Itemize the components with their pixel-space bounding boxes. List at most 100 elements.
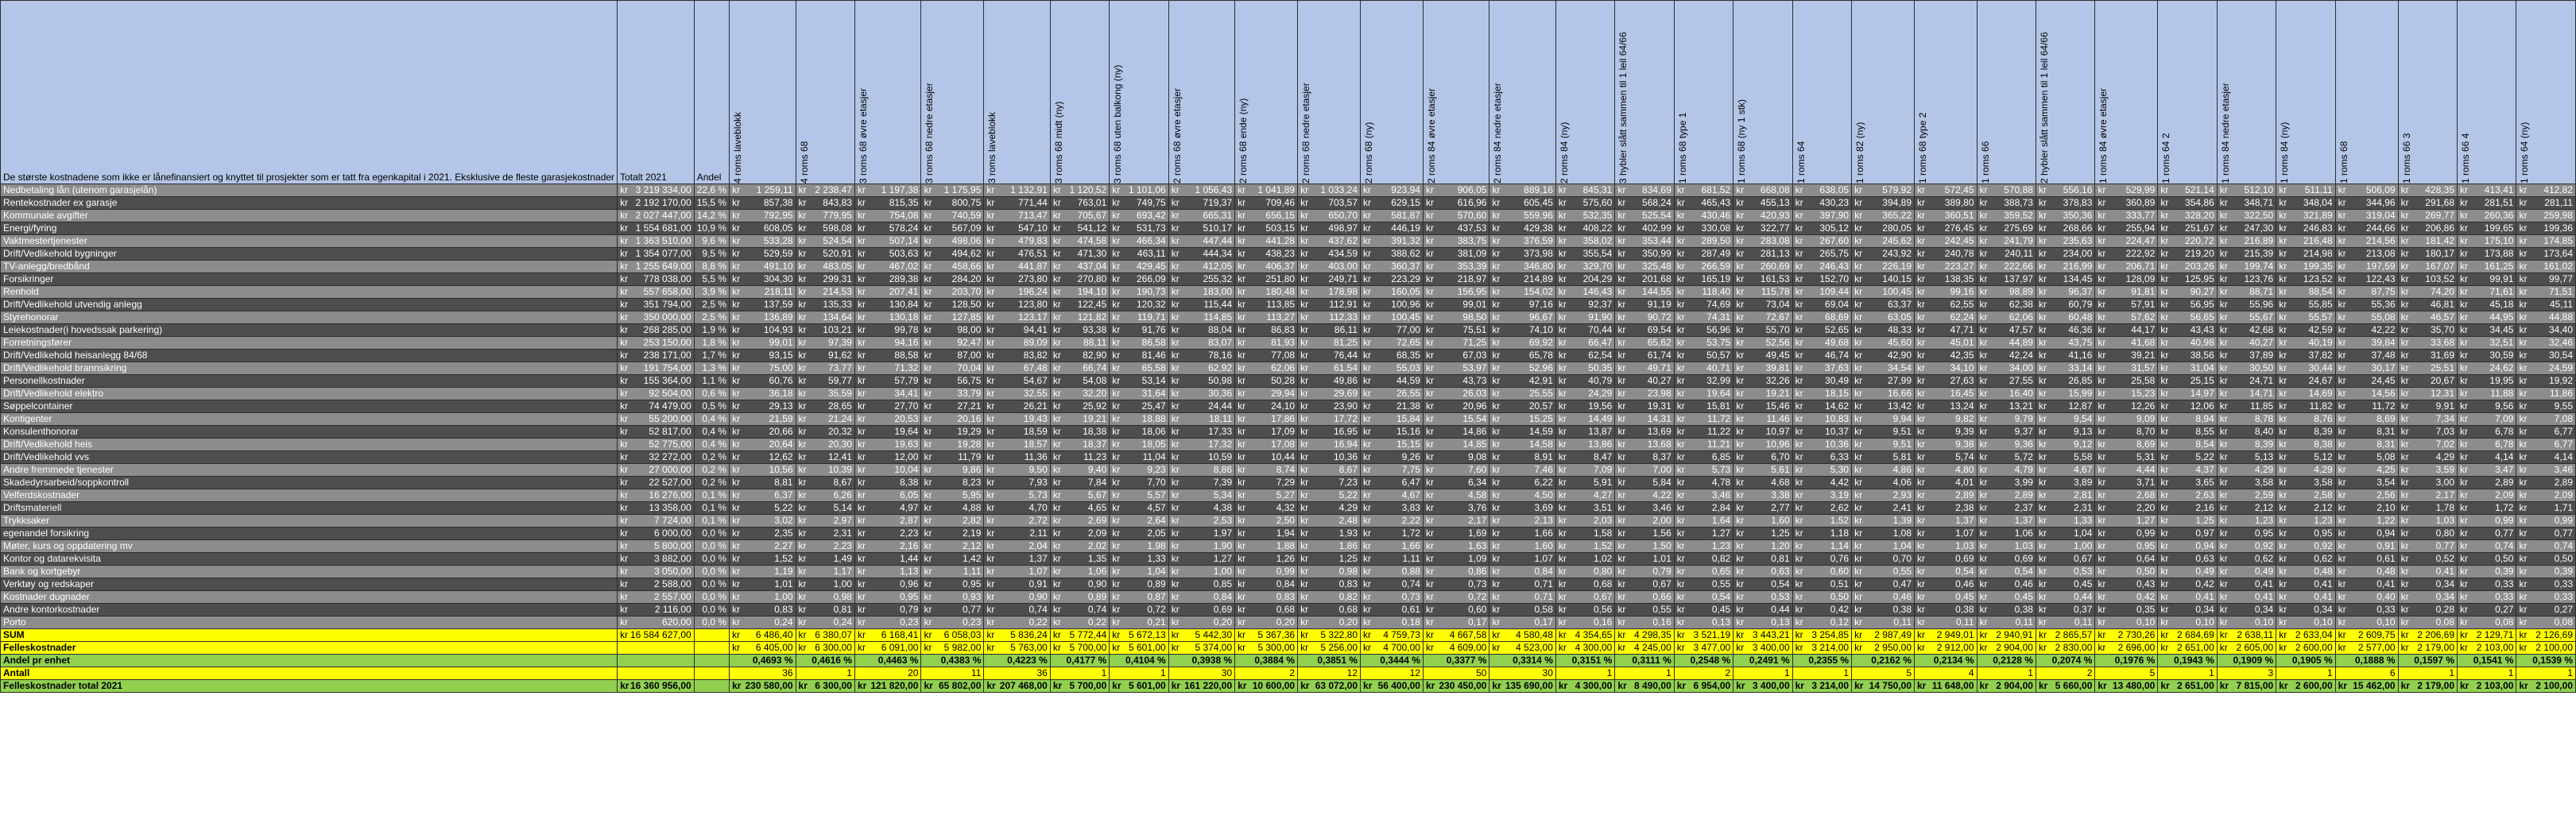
amount: 0,54 — [2014, 566, 2033, 578]
amount: 183,00 — [1203, 286, 1233, 298]
value-cell: kr 15,54 — [1422, 412, 1490, 426]
amount: 4,50 — [1534, 489, 1553, 501]
currency-label: kr — [986, 426, 995, 438]
amount: 1,66 — [1401, 540, 1420, 552]
value-cell: kr 1,08 — [1851, 527, 1915, 540]
currency-label: kr — [1238, 629, 1246, 641]
unit-header-label: 1 roms 66 3 — [2400, 133, 2412, 184]
amount: 3,71 — [2136, 477, 2156, 489]
currency-label: kr — [1112, 489, 1121, 501]
value-cell: kr 0,45 — [2035, 578, 2096, 591]
value-cell: kr 7,09 — [2456, 412, 2517, 426]
currency-label: kr — [1917, 375, 1925, 387]
currency-label: kr — [2279, 261, 2287, 272]
value-cell: kr 18,15 — [1792, 387, 1853, 400]
amount: 35,59 — [827, 388, 852, 400]
row-label: Andel pr enhet — [0, 654, 618, 667]
currency-label: kr — [2338, 375, 2346, 387]
value-cell: kr 36,18 — [729, 387, 796, 400]
amount: 199,65 — [2484, 222, 2514, 234]
unit-header: 3 hybler slått sammen til 1 leil 64/66 — [1614, 0, 1675, 184]
currency-label: kr — [1795, 616, 1803, 628]
currency-label: kr — [732, 616, 741, 628]
amount: 4,67 — [2074, 464, 2093, 476]
currency-label: kr — [1917, 299, 1925, 311]
currency-label: kr — [1617, 362, 1626, 374]
value-cell: kr 276,45 — [1914, 222, 1978, 235]
value-cell: kr 381,09 — [1422, 247, 1490, 261]
value-cell: 0,4383 % — [920, 654, 985, 667]
row-label: TV-anlegg/bredbånd — [0, 260, 618, 273]
row-label: Trykksaker — [0, 514, 618, 528]
summary-row-andel: Andel pr enhet 0,4693 % 0,4616 % 0,4463 % 0,… — [0, 654, 2576, 667]
amount: 3 214,00 — [1811, 642, 1850, 654]
amount: 778 038,00 — [643, 273, 691, 285]
currency-label: kr — [1676, 324, 1685, 336]
amount: 31,57 — [2131, 362, 2156, 374]
value-cell: kr 3,65 — [2157, 476, 2218, 489]
amount: 72,65 — [1396, 337, 1420, 349]
value-cell: kr 5,22 — [2157, 450, 2218, 464]
currency-label: kr — [2400, 616, 2409, 628]
value-cell: kr 1 120,52 — [1049, 184, 1110, 197]
amount: 5 367,36 — [1257, 629, 1296, 641]
amount: 240,11 — [2005, 248, 2033, 260]
amount: 90,72 — [1647, 311, 1671, 323]
currency-label: kr — [2338, 235, 2346, 247]
currency-label: kr — [1238, 489, 1246, 501]
value-cell: kr 0,11 — [1976, 616, 2036, 629]
value-cell: kr 581,87 — [1360, 209, 1424, 222]
currency-label: kr — [2519, 235, 2528, 247]
amount: 230 450,00 — [1439, 680, 1487, 692]
currency-label: kr — [620, 464, 629, 476]
value-cell: kr 857,38 — [729, 196, 796, 210]
value-cell: kr 3,76 — [1422, 501, 1490, 515]
value-cell: kr 0,22 — [1049, 616, 1110, 629]
currency-label: kr — [1052, 566, 1061, 578]
value-cell: kr 4,38 — [1168, 501, 1236, 515]
value-cell: kr 0,34 — [2276, 603, 2336, 616]
currency-label: kr — [798, 362, 807, 374]
value-cell: kr 406,37 — [1234, 260, 1299, 273]
currency-label: kr — [1052, 197, 1061, 209]
currency-label: kr — [620, 286, 629, 298]
value-cell: kr 32,46 — [2516, 336, 2576, 350]
currency-label: kr — [2338, 489, 2346, 501]
currency-label: kr — [1854, 375, 1863, 387]
amount: 270,80 — [1077, 273, 1107, 285]
amount: 12,00 — [894, 451, 919, 463]
value-cell: kr 0,64 — [2094, 552, 2159, 566]
currency-label: kr — [2460, 578, 2468, 590]
amount: 24,59 — [2548, 362, 2573, 374]
value-cell: 36 — [983, 667, 1051, 680]
value-cell: 2 — [1234, 667, 1299, 680]
value-cell: kr 32,55 — [983, 387, 1051, 400]
amount: 749,75 — [1137, 197, 1166, 209]
currency-label: kr — [2219, 464, 2228, 476]
value-cell: kr 4,29 — [1297, 501, 1362, 515]
currency-label: kr — [2338, 350, 2346, 361]
value-cell: 0,3851 % — [1297, 654, 1362, 667]
amount: 1,06 — [2014, 528, 2033, 539]
value-cell: kr 4,88 — [920, 501, 985, 515]
amount: 196,24 — [1018, 286, 1048, 298]
amount: 394,89 — [1882, 197, 1912, 209]
value-cell: 0,3884 % — [1234, 654, 1299, 667]
currency-label: kr — [620, 451, 629, 463]
value-cell: kr 99,77 — [2516, 272, 2576, 286]
currency-label: kr — [2098, 375, 2106, 387]
value-cell: kr 0,82 — [1673, 552, 1734, 566]
currency-label: kr — [1363, 439, 1372, 450]
value-cell: kr 50,98 — [1168, 374, 1236, 388]
currency-label: kr — [1736, 184, 1745, 196]
amount: 0,51 — [1830, 578, 1850, 590]
value-cell: kr 333,77 — [2094, 209, 2159, 222]
row-label: Forsikringer — [0, 272, 618, 286]
amount: 0,10 — [2314, 616, 2333, 628]
currency-label: kr — [732, 311, 741, 323]
value-cell: kr 19,92 — [2516, 374, 2576, 388]
amount: 0,33 — [2554, 578, 2573, 590]
currency-label: kr — [2400, 375, 2409, 387]
amount: 118,40 — [1702, 286, 1731, 298]
andel-header: Andel — [693, 0, 730, 184]
